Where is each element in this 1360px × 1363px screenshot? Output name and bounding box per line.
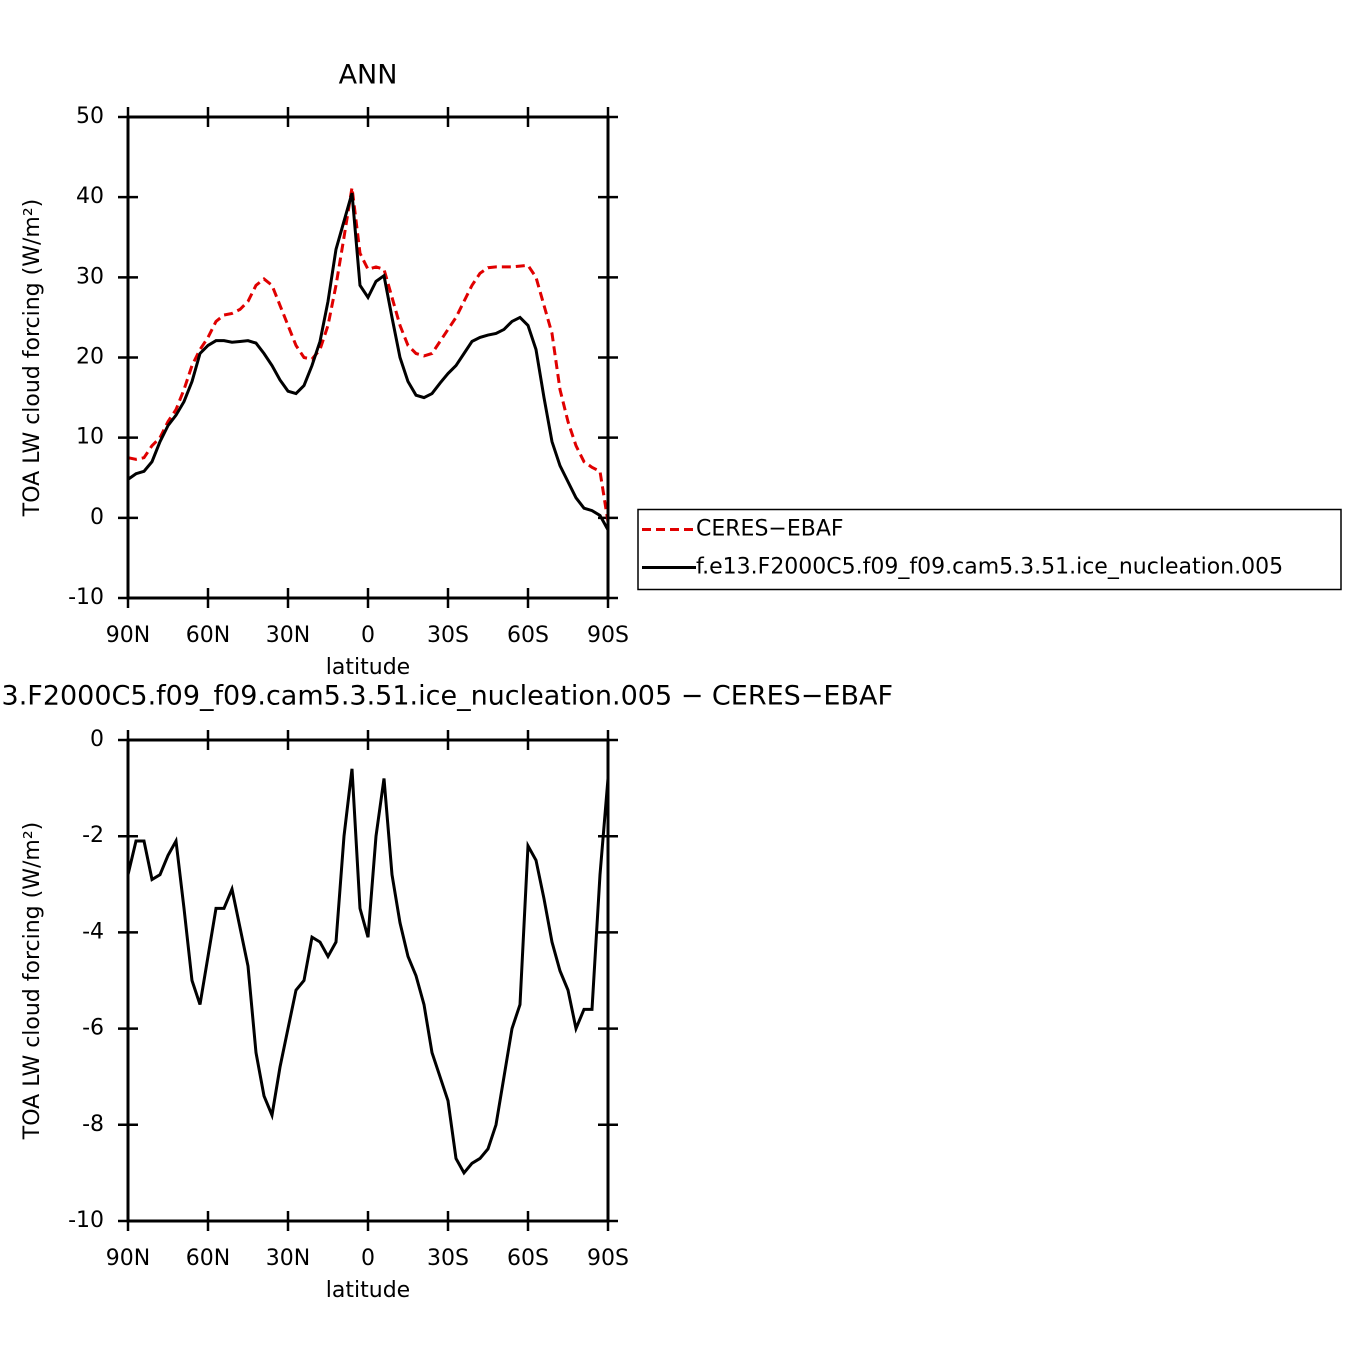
data-line: [127, 192, 610, 531]
x-tick-label: 90S: [587, 623, 629, 648]
x-tick-label: 30N: [266, 623, 310, 648]
x-tick-label: 60S: [507, 1246, 549, 1271]
plot-frame: [126, 115, 610, 600]
y-tick-label: -10: [68, 585, 104, 610]
y-tick-label: -2: [82, 823, 104, 848]
legend-label: CERES−EBAF: [696, 517, 844, 542]
y-tick-label: 40: [76, 184, 104, 209]
y-tick-label: 30: [76, 264, 104, 289]
legend-box: [637, 508, 1342, 591]
chart-title: f.e13.F2000C5.f09_f09.cam5.3.51.ice_nucl…: [0, 681, 893, 712]
x-tick-label: 90N: [106, 623, 150, 648]
y-tick-label: 20: [76, 345, 104, 370]
data-line: [126, 768, 610, 1176]
y-tick-label: 0: [90, 727, 104, 752]
y-tick-label: -8: [82, 1112, 104, 1137]
x-tick-label: 0: [361, 623, 375, 648]
plot-frame: [126, 738, 610, 1223]
y-tick-label: 50: [76, 104, 104, 129]
x-tick-label: 90S: [587, 1246, 629, 1271]
y-tick-label: 0: [90, 505, 104, 530]
x-axis-label: latitude: [326, 1278, 410, 1303]
y-tick-label: 10: [76, 425, 104, 450]
x-tick-label: 60N: [186, 1246, 230, 1271]
legend-label: f.e13.F2000C5.f09_f09.cam5.3.51.ice_nucl…: [696, 555, 1283, 580]
x-tick-label: 0: [361, 1246, 375, 1271]
y-axis-label: TOA LW cloud forcing (W/m²): [20, 822, 45, 1140]
x-tick-label: 60S: [507, 623, 549, 648]
y-tick-label: -6: [82, 1016, 104, 1041]
chart-title: ANN: [339, 60, 398, 91]
y-tick-label: -4: [82, 919, 104, 944]
x-tick-label: 90N: [106, 1246, 150, 1271]
x-tick-label: 30S: [427, 1246, 469, 1271]
y-tick-label: -10: [68, 1208, 104, 1233]
x-tick-label: 30S: [427, 623, 469, 648]
x-axis-label: latitude: [326, 655, 410, 680]
y-axis-label: TOA LW cloud forcing (W/m²): [20, 199, 45, 517]
x-tick-label: 30N: [266, 1246, 310, 1271]
x-tick-label: 60N: [186, 623, 230, 648]
